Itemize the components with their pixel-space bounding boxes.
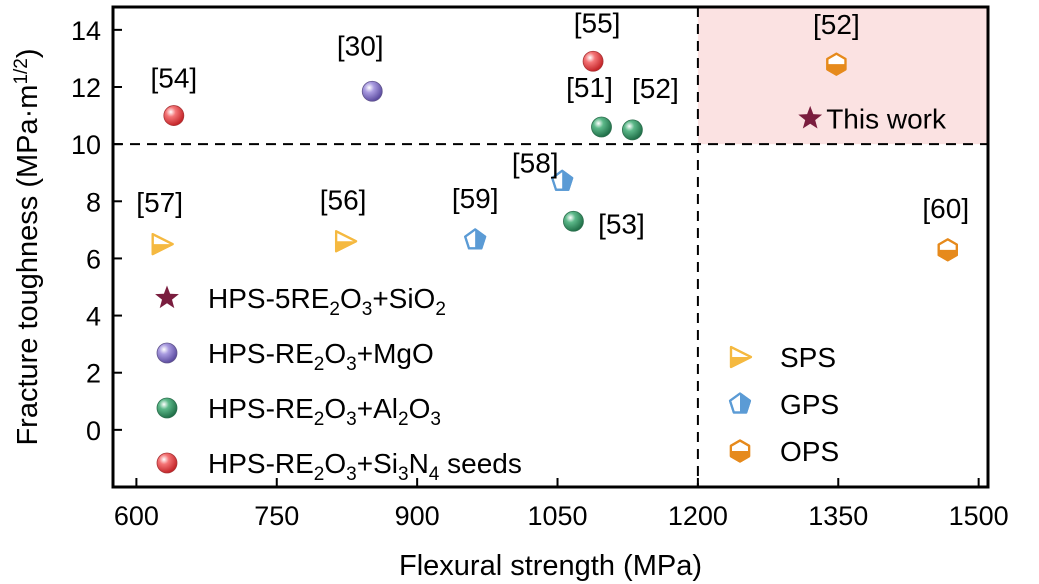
legend-label-gps: GPS	[780, 389, 839, 420]
legend-text-part: +SiO	[372, 283, 435, 314]
legend-label-sps: SPS	[780, 342, 836, 373]
point-ops-hexagon	[937, 238, 958, 262]
legend-text-part: HPS-RE	[208, 338, 314, 369]
legend-subscript: 2	[398, 409, 409, 430]
x-tick-label: 1200	[668, 501, 728, 531]
y-axis-title-sup: 1/2	[11, 58, 32, 84]
legend-subscript: 3	[346, 464, 357, 485]
point-ref-label: [60]	[922, 193, 969, 224]
legend-marker-this_work	[155, 285, 179, 309]
legend-text-part: N	[409, 448, 429, 479]
point-al2o3-sphere	[591, 116, 612, 138]
plot-frame	[111, 5, 990, 489]
point-ref-label: [52]	[813, 9, 860, 40]
legend-text-part: HPS-RE	[208, 448, 314, 479]
y-tick-label: 4	[86, 302, 101, 332]
legend-methods: SPS GPS OPS	[728, 342, 839, 467]
legend-marker-mgo	[156, 342, 178, 364]
point-si3n4-sphere	[582, 50, 604, 72]
legend-subscript: 3	[346, 409, 357, 430]
legend-subscript: 2	[314, 354, 325, 375]
legend-subscript: 2	[314, 409, 325, 430]
legend-subscript: 3	[398, 464, 409, 485]
point-ref-label: [59]	[452, 183, 499, 214]
points-layer	[151, 50, 958, 262]
point-ref-label: [58]	[512, 147, 559, 178]
point-ref-label: [55]	[574, 7, 621, 38]
point-sps-triangle	[151, 233, 174, 256]
legend-label-mgo: HPS-RE2O3+MgO	[208, 338, 434, 375]
this-work-star	[798, 105, 823, 129]
legend-marker-al2o3	[156, 397, 178, 419]
x-tick-label: 1050	[527, 501, 587, 531]
point-ref-label: [53]	[598, 208, 645, 239]
legend-text-part: HPS-RE	[208, 393, 314, 424]
y-tick-label: 12	[71, 73, 101, 103]
x-tick-label: 1350	[808, 501, 868, 531]
point-gps-pentagon	[551, 169, 574, 191]
this-work-label: This work	[826, 103, 947, 134]
legend-marker-si3n4	[156, 452, 178, 474]
point-si3n4-sphere	[163, 105, 185, 126]
point-ref-label: [51]	[566, 72, 613, 103]
y-axis-title-main: Fracture toughness (MPa·m	[12, 85, 44, 446]
x-tick-label: 750	[254, 501, 299, 531]
point-ref-label: [57]	[136, 187, 183, 218]
y-tick-label: 2	[86, 359, 101, 389]
legend-subscript: 3	[346, 354, 357, 375]
legend-text-part: +MgO	[357, 338, 434, 369]
y-tick-label: 8	[86, 187, 101, 217]
point-sps-triangle	[334, 230, 358, 253]
x-axis-title: Flexural strength (MPa)	[399, 550, 702, 582]
legend-label-si3n4: HPS-RE2O3+Si3N4 seeds	[208, 448, 522, 485]
legend-marker-gps	[728, 392, 752, 414]
legend-text-part: +Al	[357, 393, 398, 424]
y-axis: 0 2 4 6 8 10 12 14	[71, 16, 122, 446]
legend-materials: HPS-5RE2O3+SiO2HPS-RE2O3+MgOHPS-RE2O3+Al…	[155, 283, 522, 485]
legend-marker-ops	[729, 439, 751, 463]
highlight-region	[697, 7, 988, 145]
legend-text-part: O	[340, 283, 362, 314]
legend-text-part: O	[324, 338, 346, 369]
point-ref-label: [52]	[632, 73, 679, 104]
y-tick-label: 14	[71, 16, 101, 46]
legend-subscript: 3	[430, 409, 441, 430]
point-ref-label: [30]	[337, 30, 384, 61]
legend-text-part: O	[324, 393, 346, 424]
point-ref-label: [54]	[150, 63, 197, 94]
point-ops-hexagon	[826, 52, 847, 76]
legend-marker-sps	[729, 345, 753, 369]
ref-labels-layer: [54] [30] [55] [51] [52] [53] [57] [56] [59] [58]…	[136, 7, 969, 239]
legend-text-part: HPS-5RE	[208, 283, 329, 314]
legend-subscript: 2	[314, 464, 325, 485]
point-gps-pentagon	[464, 228, 487, 250]
point-mgo-sphere	[361, 80, 383, 102]
y-axis-title: Fracture toughness (MPa·m1/2)	[11, 48, 45, 445]
point-al2o3-sphere	[563, 210, 584, 232]
legend-subscript: 4	[429, 464, 440, 485]
x-tick-label: 600	[114, 501, 159, 531]
x-tick-label: 1500	[949, 501, 1009, 531]
x-tick-label: 900	[395, 501, 440, 531]
y-axis-title-end: )	[12, 48, 44, 58]
y-tick-label: 0	[86, 416, 101, 446]
point-ref-label: [56]	[320, 184, 367, 215]
y-tick-label: 10	[71, 130, 101, 160]
legend-subscript: 2	[435, 299, 446, 320]
legend-label-al2o3: HPS-RE2O3+Al2O3	[208, 393, 441, 430]
legend-text-part: O	[324, 448, 346, 479]
legend-label-ops: OPS	[780, 436, 839, 467]
legend-subscript: 2	[329, 299, 340, 320]
legend-text-part: seeds	[439, 448, 522, 479]
legend-text-part: O	[409, 393, 431, 424]
legend-text-part: +Si	[357, 448, 398, 479]
legend-label-this_work: HPS-5RE2O3+SiO2	[208, 283, 446, 320]
y-tick-label: 6	[86, 244, 101, 274]
x-axis: 600 750 900 1050 1200 1350 1500	[114, 478, 1009, 531]
legend-subscript: 3	[362, 299, 373, 320]
point-al2o3-sphere	[621, 119, 643, 141]
